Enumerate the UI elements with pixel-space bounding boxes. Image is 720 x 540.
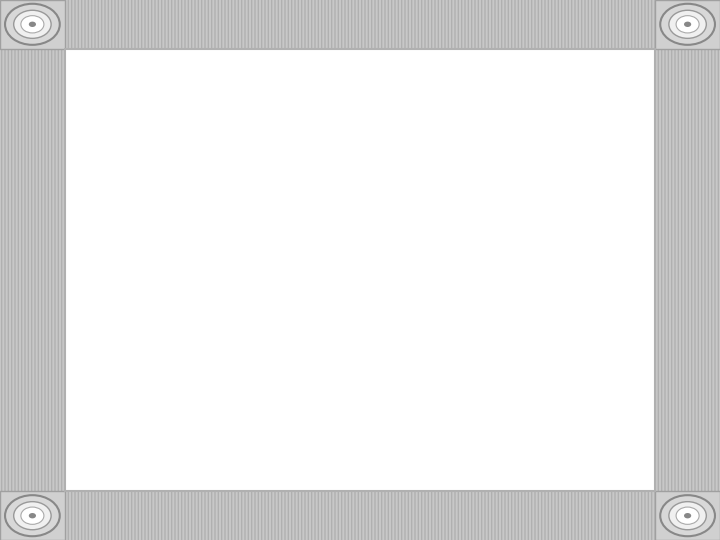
Text: 13-22 % of BM compartment: 13-22 % of BM compartment [94,221,518,247]
Text: Not seen in normal PB: Not seen in normal PB [94,315,426,341]
Text: 10-15 um in size: 10-15 um in size [94,271,338,296]
Text: Neutrophilic Maturation -: Neutrophilic Maturation - [102,85,618,119]
Text: Not fully functional, part of the maturation: Not fully functional, part of the matura… [94,359,720,385]
Text: Metamyelocyte: Metamyelocyte [204,143,516,176]
Text: component of the marrow: component of the marrow [94,394,508,420]
